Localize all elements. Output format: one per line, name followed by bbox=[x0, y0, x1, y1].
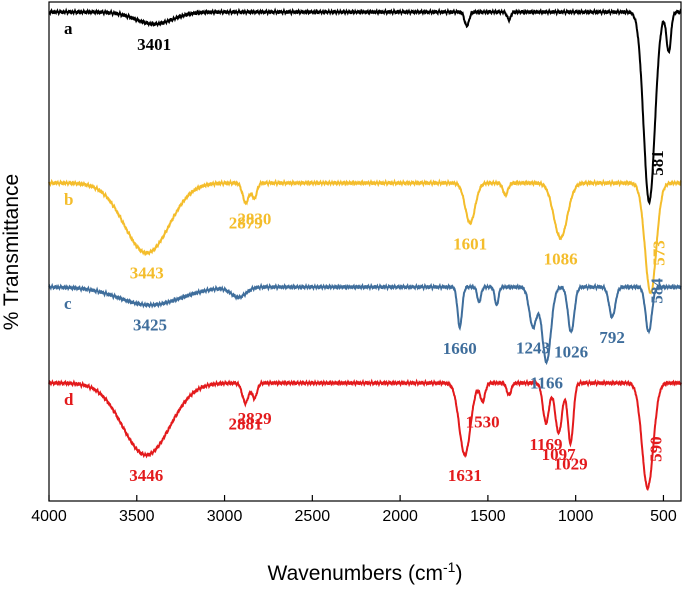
plot-frame bbox=[48, 1, 682, 502]
series-label-b: b bbox=[64, 190, 73, 209]
x-tick-label-2500: 2500 bbox=[295, 508, 331, 525]
annotation-b-1086: 1086 bbox=[544, 249, 578, 268]
annotation-d-3446: 3446 bbox=[129, 466, 163, 485]
series-layer bbox=[48, 7, 682, 492]
annotation-d-1530: 1530 bbox=[466, 413, 500, 432]
x-tick-label-500: 500 bbox=[650, 508, 677, 525]
annotation-b-1601: 1601 bbox=[453, 235, 487, 254]
x-axis-label-sup: -1 bbox=[443, 559, 456, 575]
series-line-d bbox=[48, 378, 682, 492]
annotation-d-1631: 1631 bbox=[448, 466, 482, 485]
series-line-b bbox=[48, 178, 682, 295]
annotation-d-1169: 1169 bbox=[529, 435, 562, 454]
annotation-b-2830: 2830 bbox=[237, 210, 271, 229]
x-tick-layer: 4000 3500 3000 2500 2000 1500 1000 500 bbox=[31, 495, 677, 525]
annotation-c-1166: 1166 bbox=[530, 374, 563, 393]
annotation-c-3425: 3425 bbox=[133, 315, 167, 334]
x-tick-label-1000: 1000 bbox=[558, 508, 594, 525]
series-label-d: d bbox=[64, 390, 74, 409]
series-label-a: a bbox=[64, 19, 73, 38]
annotation-c-1660: 1660 bbox=[443, 339, 477, 358]
annotation-d-1029: 1029 bbox=[554, 454, 588, 473]
x-tick-label-1500: 1500 bbox=[470, 508, 506, 525]
x-axis-label: Wavenumbers (cm-1) bbox=[268, 559, 463, 585]
x-axis-label-close: ) bbox=[455, 562, 462, 585]
x-tick-label-4000: 4000 bbox=[31, 508, 67, 525]
annotation-b-2879: 2879 bbox=[229, 213, 263, 232]
x-tick-label-3500: 3500 bbox=[119, 508, 155, 525]
annotation-d-2881: 2881 bbox=[228, 415, 262, 434]
annotation-c-792: 792 bbox=[599, 328, 625, 347]
series-line-a bbox=[48, 7, 682, 206]
annotation-c-1243: 1243 bbox=[516, 339, 550, 358]
series-label-c: c bbox=[64, 294, 72, 313]
y-axis-label: % Transmittance bbox=[0, 174, 23, 330]
annotation-c-1026: 1026 bbox=[554, 343, 588, 362]
x-tick-label-2000: 2000 bbox=[382, 508, 418, 525]
x-tick-label-3000: 3000 bbox=[207, 508, 243, 525]
series-line-c bbox=[48, 282, 682, 366]
annotation-d-590: 590 bbox=[647, 436, 666, 462]
annotation-a-3401: 3401 bbox=[137, 35, 171, 54]
annotation-d-2829: 2829 bbox=[238, 409, 272, 428]
annotation-c-584: 584 bbox=[648, 278, 667, 304]
annotation-d-1097: 1097 bbox=[542, 445, 577, 464]
annotation-a-581: 581 bbox=[648, 150, 667, 176]
annotation-b-3443: 3443 bbox=[130, 264, 164, 283]
annotation-b-573: 573 bbox=[650, 240, 669, 266]
x-axis-label-main: Wavenumbers (cm bbox=[268, 562, 443, 585]
